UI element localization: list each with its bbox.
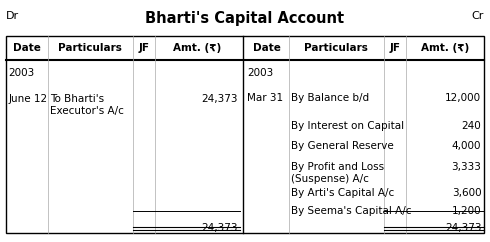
Text: 3,333: 3,333 [451, 162, 481, 172]
Text: Particulars: Particulars [304, 43, 368, 53]
Text: 24,373: 24,373 [201, 223, 238, 233]
Text: 2003: 2003 [247, 68, 274, 78]
Text: 24,373: 24,373 [445, 223, 481, 233]
Text: Bharti's Capital Account: Bharti's Capital Account [146, 11, 344, 26]
Text: By Interest on Capital: By Interest on Capital [291, 121, 404, 130]
Bar [6, 36, 484, 234]
Text: To Bharti's
Executor's A/c: To Bharti's Executor's A/c [50, 94, 124, 116]
Text: By General Reserve: By General Reserve [291, 141, 394, 151]
Text: 4,000: 4,000 [452, 141, 481, 151]
Text: June 12: June 12 [9, 94, 48, 105]
Text: By Balance b/d: By Balance b/d [291, 93, 369, 103]
Text: JF: JF [138, 43, 149, 53]
Text: 12,000: 12,000 [445, 93, 481, 103]
Text: Date: Date [253, 43, 281, 53]
Text: Dr: Dr [6, 11, 20, 21]
Text: 3,600: 3,600 [452, 188, 481, 198]
Text: By Profit and Loss
(Suspense) A/c: By Profit and Loss (Suspense) A/c [291, 162, 385, 184]
Text: 240: 240 [462, 121, 481, 130]
Text: Date: Date [13, 43, 41, 53]
Text: By Arti's Capital A/c: By Arti's Capital A/c [291, 188, 394, 198]
Text: Particulars: Particulars [58, 43, 122, 53]
Text: Cr: Cr [471, 11, 484, 21]
Text: 24,373: 24,373 [201, 94, 238, 105]
Text: Amt. (₹): Amt. (₹) [173, 43, 221, 53]
Text: Amt. (₹): Amt. (₹) [420, 43, 469, 53]
Text: 1,200: 1,200 [452, 206, 481, 216]
Text: Mar 31: Mar 31 [247, 93, 284, 103]
Text: By Seema's Capital A/c: By Seema's Capital A/c [291, 206, 412, 216]
Text: 2003: 2003 [9, 68, 35, 78]
Text: JF: JF [390, 43, 400, 53]
